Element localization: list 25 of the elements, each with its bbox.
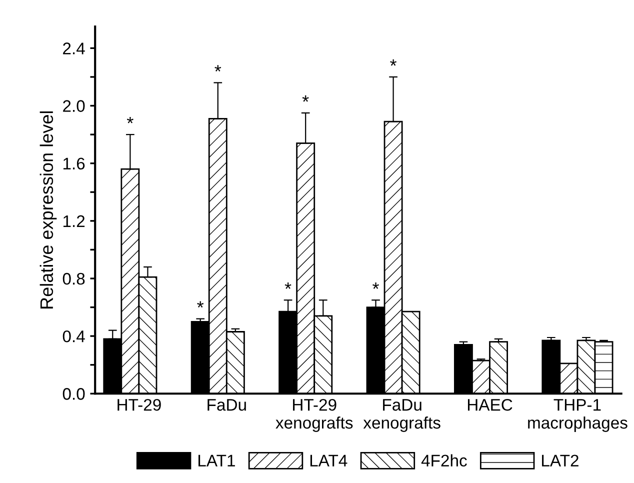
y-tick-label: 0.0 (62, 388, 85, 400)
y-axis-title: Relative expression level (40, 111, 57, 308)
y-tick-label: 1.2 (63, 215, 85, 227)
x-tick-label: HT-29 (118, 398, 161, 411)
y-tick-label: 1.6 (63, 158, 85, 170)
annotation: * (390, 59, 397, 66)
legend-label: 4F2hc (421, 454, 467, 467)
x-tick-label: FaDu (208, 399, 246, 411)
legend-label: LAT1 (198, 454, 235, 466)
x-tick-label: FaDu xenografts (363, 399, 440, 432)
y-tick-label: 0.4 (62, 330, 85, 342)
x-tick-label: THP-1 macrophages (528, 399, 628, 432)
annotation: * (214, 65, 222, 72)
annotation: * (284, 282, 292, 289)
legend-label: LAT4 (310, 454, 348, 466)
y-tick-label: 0.8 (62, 272, 85, 285)
annotation: * (302, 95, 309, 102)
annotation: * (197, 301, 204, 308)
y-tick-label: 2.0 (63, 100, 85, 112)
annotation: * (372, 282, 379, 289)
legend-label: LAT2 (542, 454, 578, 466)
y-tick-label: 2.4 (63, 42, 85, 54)
x-tick-label: HAEC (468, 398, 512, 411)
annotation: * (126, 116, 134, 124)
x-tick-label: HT-29 xenografts (276, 398, 353, 432)
